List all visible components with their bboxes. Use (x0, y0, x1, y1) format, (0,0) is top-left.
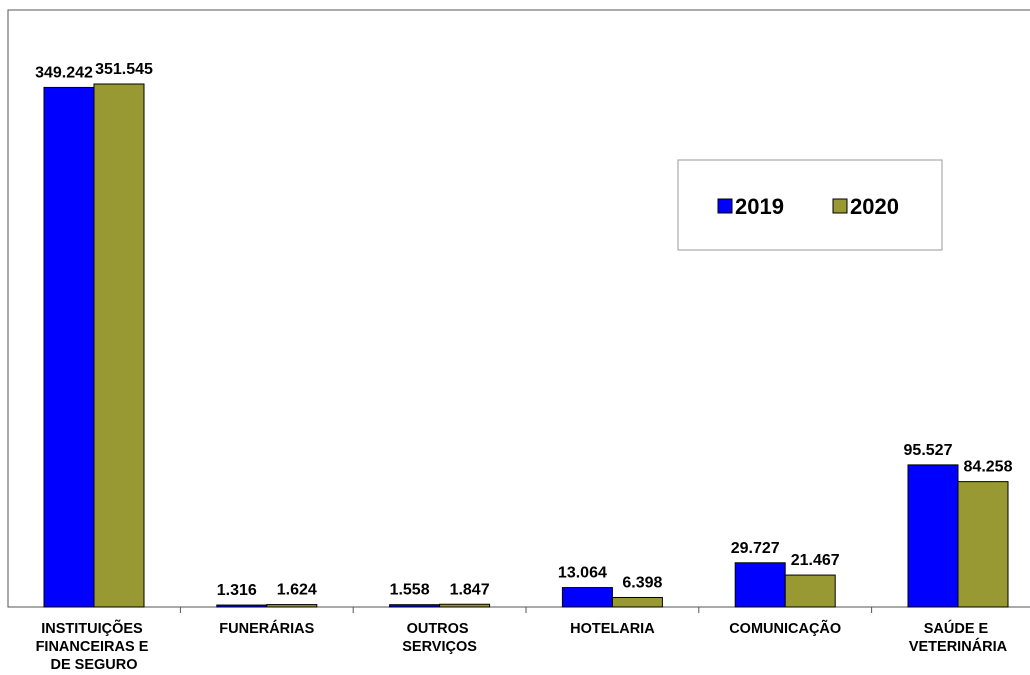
bar (439, 603, 491, 608)
bar (266, 604, 318, 608)
data-label: 1.316 (217, 582, 257, 599)
legend-label: 2019 (735, 194, 784, 219)
data-label: 29.727 (731, 540, 780, 557)
data-label: 21.467 (791, 552, 840, 569)
bar (734, 562, 786, 608)
bar (389, 604, 441, 608)
legend-label: 2020 (850, 194, 899, 219)
data-label: 95.527 (904, 442, 953, 459)
bar (784, 574, 836, 608)
data-label: 84.258 (964, 459, 1013, 476)
x-tick-label: COMUNICAÇÃO (729, 619, 841, 637)
legend-swatch (832, 198, 848, 214)
legend-swatch (717, 198, 733, 214)
bar (216, 604, 268, 608)
data-label: 1.558 (390, 582, 430, 599)
data-label: 351.545 (95, 61, 153, 78)
bar (611, 596, 663, 608)
bar (907, 464, 959, 608)
data-label: 13.064 (558, 565, 607, 582)
data-label: 1.847 (450, 581, 490, 598)
plot-frame (7, 9, 1030, 608)
data-label: 1.624 (277, 582, 317, 599)
bar (43, 86, 95, 608)
x-tick-label: INSTITUIÇÕES FINANCEIRAS E DE SEGURO (36, 619, 153, 673)
data-label: 6.398 (622, 574, 662, 591)
x-tick-label: SAÚDE E VETERINÁRIA (909, 619, 1008, 655)
x-tick-label: FUNERÁRIAS (219, 620, 314, 637)
bar (561, 587, 613, 608)
x-tick-label: OUTROS SERVIÇOS (402, 621, 477, 655)
bar (957, 481, 1009, 608)
bar (93, 83, 145, 608)
data-label: 349.242 (35, 64, 93, 81)
x-tick-label: HOTELARIA (570, 621, 655, 637)
